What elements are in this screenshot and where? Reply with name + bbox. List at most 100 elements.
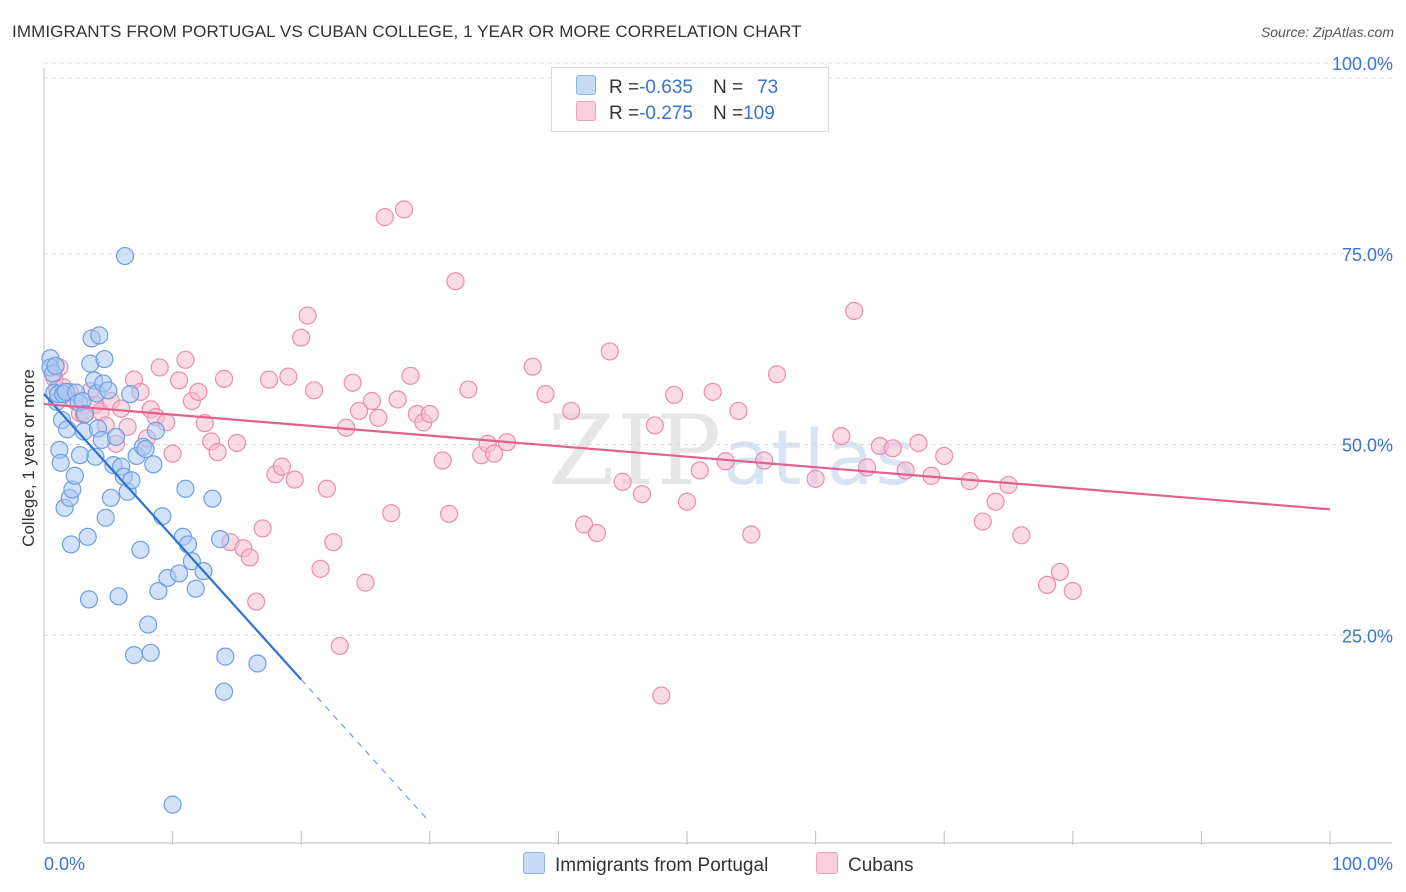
data-point-cubans [742, 525, 761, 544]
data-point-cubans [703, 382, 722, 401]
data-point-portugal [58, 420, 77, 439]
bottom-legend-swatch-cubans [816, 852, 838, 874]
trend-line-portugal-extrapolated [300, 679, 431, 823]
data-point-portugal [121, 385, 140, 404]
data-point-cubans [999, 475, 1018, 495]
legend-r-label: R = [609, 77, 640, 98]
data-point-portugal [61, 535, 81, 554]
data-point-portugal [109, 587, 128, 606]
data-point-cubans [832, 427, 851, 446]
legend: R = -0.635 N = 73 R = -0.275 N = 109 [551, 67, 829, 132]
x-tick-label-right: 100.0% [1332, 854, 1393, 874]
data-point-portugal [65, 466, 84, 485]
data-point-cubans [645, 416, 664, 435]
data-point-cubans [195, 414, 214, 433]
data-point-cubans [208, 443, 227, 462]
data-point-portugal [106, 427, 126, 446]
data-point-portugal [51, 453, 70, 472]
tick-labels: 25.0% 50.0% 75.0% 100.0% 0.0% 100.0% [44, 54, 1393, 874]
data-point-cubans [311, 559, 330, 578]
data-point-cubans [575, 515, 594, 534]
data-point-portugal [122, 471, 141, 490]
data-point-portugal [178, 535, 198, 554]
data-point-cubans [163, 444, 182, 463]
data-point-portugal [248, 654, 267, 673]
data-point-portugal [78, 527, 97, 546]
data-point-cubans [755, 451, 774, 470]
axes [43, 68, 1392, 845]
data-point-cubans [259, 370, 279, 389]
y-axis-label: College, 1 year or more [19, 369, 38, 547]
data-point-cubans [1012, 526, 1031, 545]
data-point-cubans [1050, 562, 1070, 582]
data-point-portugal [96, 508, 115, 527]
bottom-legend-cubans: Cubans [816, 852, 914, 877]
data-point-cubans [485, 444, 504, 463]
data-point-portugal [86, 447, 105, 466]
data-point-cubans [677, 492, 697, 511]
data-point-cubans [401, 366, 420, 385]
data-point-cubans [1063, 581, 1082, 601]
data-point-cubans [304, 381, 324, 400]
data-point-cubans [883, 439, 902, 458]
data-point-cubans [600, 342, 619, 361]
data-point-portugal [153, 507, 172, 526]
data-point-portugal [76, 404, 95, 424]
data-point-cubans [330, 636, 349, 656]
data-point-cubans [459, 380, 478, 399]
bottom-legend-label-portugal: Immigrants from Portugal [555, 855, 769, 876]
bottom-legend-portugal: Immigrants from Portugal [523, 852, 768, 877]
data-point-cubans [240, 548, 259, 567]
data-point-portugal [101, 488, 120, 508]
y-tick-label: 25.0% [1342, 626, 1393, 646]
data-point-portugal [182, 552, 201, 571]
data-point-cubans [343, 373, 362, 392]
watermark: ZIPatlas [548, 395, 917, 507]
bottom-legend-label-cubans: Cubans [848, 855, 914, 876]
data-point-portugal [144, 455, 163, 474]
data-point-portugal [214, 682, 234, 701]
data-point-cubans [375, 208, 394, 227]
data-point-cubans [227, 433, 246, 453]
data-point-cubans [253, 519, 272, 538]
data-point-cubans [767, 365, 787, 384]
trend-line-portugal [43, 393, 303, 681]
data-point-portugal [115, 246, 135, 266]
data-point-cubans [272, 457, 292, 476]
data-point-cubans [388, 390, 407, 409]
y-tick-label: 100.0% [1332, 54, 1393, 74]
data-point-cubans [986, 492, 1005, 511]
legend-swatch-portugal [576, 75, 596, 95]
data-point-cubans [690, 461, 709, 480]
data-point-portugal [169, 564, 189, 583]
data-point-cubans [536, 385, 555, 404]
data-point-cubans [665, 385, 684, 405]
data-point-cubans [279, 367, 298, 386]
data-point-cubans [317, 479, 337, 498]
data-point-cubans [298, 306, 317, 325]
series-cubans [45, 200, 1082, 705]
data-point-portugal [139, 615, 158, 634]
data-point-cubans [382, 504, 401, 523]
data-point-cubans [562, 401, 581, 421]
data-point-portugal [203, 489, 222, 508]
data-point-cubans [896, 461, 915, 480]
data-point-cubans [292, 328, 311, 347]
data-point-portugal [136, 439, 155, 459]
data-point-portugal [163, 795, 182, 814]
legend-n-label: N = [712, 103, 744, 124]
data-point-portugal [146, 421, 165, 440]
data-point-portugal [99, 381, 118, 400]
data-point-cubans [324, 533, 343, 552]
bottom-legend-swatch-portugal [523, 852, 545, 874]
data-point-portugal [141, 643, 160, 662]
data-point-cubans [1037, 575, 1057, 594]
legend-r-label: R = [609, 103, 640, 124]
data-point-cubans [613, 472, 632, 491]
data-point-portugal [95, 349, 114, 369]
legend-r-value-cubans: -0.275 [639, 103, 693, 124]
data-point-cubans [806, 469, 825, 488]
legend-swatch-cubans [576, 101, 596, 121]
data-point-cubans [909, 433, 928, 453]
